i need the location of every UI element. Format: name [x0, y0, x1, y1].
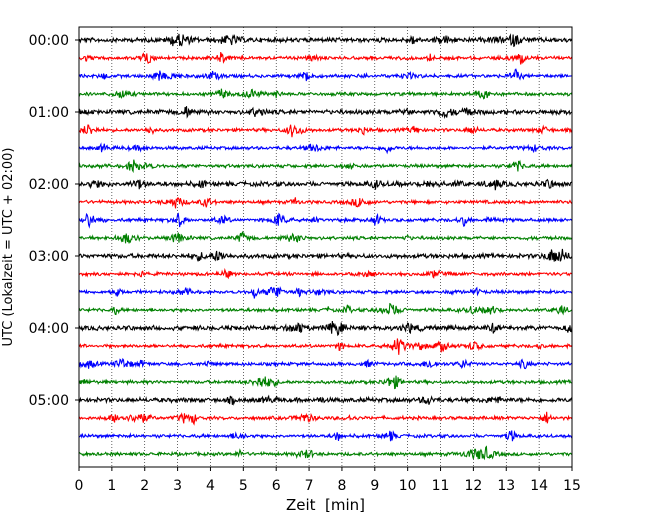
trace-row: [78, 285, 573, 299]
x-tick-label: 12: [464, 478, 482, 494]
trace-row: [78, 230, 573, 244]
trace-row: [78, 68, 573, 82]
x-tick-label: 9: [370, 478, 379, 494]
x-tick-label: 11: [432, 478, 450, 494]
trace-row: [78, 212, 573, 229]
x-tick-label: 10: [399, 478, 417, 494]
trace-row: [78, 302, 573, 316]
trace-row: [78, 51, 573, 65]
trace-row: [78, 411, 573, 426]
x-tick-label: 8: [337, 478, 346, 494]
x-tick-label: 4: [206, 478, 215, 494]
trace-row: [78, 124, 573, 138]
seismic-traces: [78, 33, 573, 461]
y-axis-ticks: 00:00 01:00 02:00 03:00 04:00 05:00: [29, 33, 79, 409]
y-tick-label: 02:00: [29, 177, 69, 193]
plot-frame: [78, 26, 573, 468]
trace-row: [78, 142, 573, 155]
trace-row: [78, 338, 573, 355]
x-tick-label: 14: [530, 478, 548, 494]
trace-row: [78, 321, 573, 337]
x-axis-label: Zeit [min]: [286, 496, 365, 514]
trace-row: [78, 445, 573, 461]
x-tick-label: 6: [272, 478, 281, 494]
x-axis-ticks: 0 1 2 3 4 5 6 7 8 9 10 11 12 13 14 15: [75, 467, 581, 494]
y-axis-label: UTC (Lokalzeit = UTC + 02:00): [1, 148, 16, 347]
trace-row: [78, 375, 573, 390]
x-tick-label: 3: [173, 478, 182, 494]
trace-row: [78, 159, 573, 174]
x-tick-label: 7: [305, 478, 314, 494]
grid-lines: [111, 27, 540, 467]
x-tick-label: 13: [497, 478, 515, 494]
y-tick-label: 03:00: [29, 249, 69, 265]
x-tick-label: 2: [140, 478, 149, 494]
trace-row: [78, 430, 573, 442]
x-tick-label: 15: [563, 478, 581, 494]
trace-row: [78, 357, 573, 370]
x-tick-label: 0: [75, 478, 84, 494]
y-tick-label: 05:00: [29, 393, 69, 409]
trace-row: [78, 33, 573, 48]
trace-row: [78, 178, 573, 191]
trace-row: [78, 267, 573, 280]
x-tick-label: 1: [107, 478, 116, 494]
trace-row: [78, 394, 573, 406]
trace-row: [78, 106, 573, 120]
x-tick-label: 5: [239, 478, 248, 494]
y-tick-label: 01:00: [29, 105, 69, 121]
trace-row: [78, 88, 573, 100]
y-tick-label: 00:00: [29, 33, 69, 49]
trace-row: [78, 197, 573, 209]
y-tick-label: 04:00: [29, 321, 69, 337]
trace-row: [78, 248, 573, 262]
